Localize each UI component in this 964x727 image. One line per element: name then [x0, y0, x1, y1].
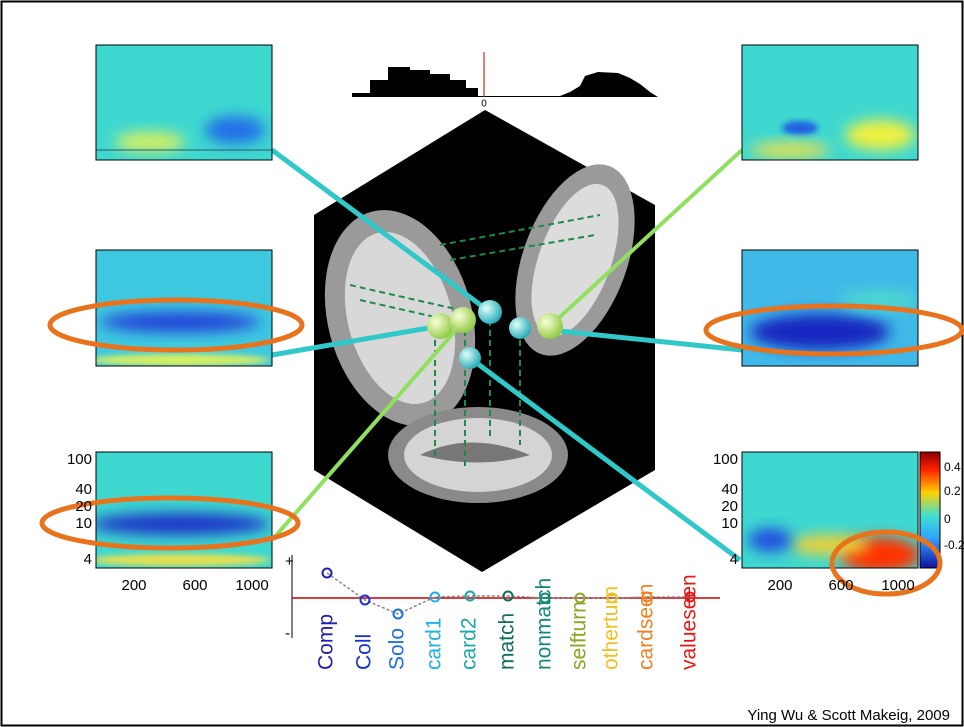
y-tick-label: 10: [75, 515, 92, 532]
x-tick-label: 200: [767, 577, 792, 594]
y-tick-label: 100: [67, 451, 92, 468]
y-tick-label: 4: [730, 551, 738, 568]
colorbar-tick-label: -0.2: [944, 538, 964, 552]
condition-label: valueseen: [678, 574, 701, 670]
condition-label: Solo: [386, 628, 409, 670]
x-tick-label: 200: [121, 577, 146, 594]
y-tick-label: 20: [721, 498, 738, 515]
x-tick-label: 600: [182, 577, 207, 594]
colorbar-tick-label: 0.2: [944, 484, 961, 498]
condition-label: card2: [458, 617, 481, 670]
y-tick-label: 100: [713, 451, 738, 468]
condition-label: Coll: [353, 634, 376, 670]
condition-label: match: [496, 613, 519, 670]
figure: 0: [0, 0, 964, 727]
x-tick-label: 1000: [881, 577, 914, 594]
condition-label: card1: [423, 617, 446, 670]
y-tick-label: 40: [721, 481, 738, 498]
condition-label: selfturn: [568, 601, 591, 670]
y-tick-label: 4: [84, 551, 92, 568]
axis-plus: +: [285, 553, 294, 570]
credit: Ying Wu & Scott Makeig, 2009: [747, 707, 950, 724]
x-tick-label: 600: [828, 577, 853, 594]
histogram-zero: 0: [481, 99, 487, 110]
y-tick-label: 40: [75, 481, 92, 498]
axis-minus: -: [285, 625, 290, 642]
y-tick-label: 20: [75, 498, 92, 515]
condition-label: otherturn: [600, 586, 623, 670]
y-tick-label: 10: [721, 515, 738, 532]
x-tick-label: 1000: [235, 577, 268, 594]
spectrogram: [90, 452, 272, 568]
condition-label: Comp: [315, 614, 338, 670]
spectrogram: [742, 452, 920, 573]
spectrogram: [96, 45, 272, 160]
condition-label: nonmatch: [533, 578, 556, 670]
colorbar-tick-label: 0.4: [944, 460, 961, 474]
spectrogram: [742, 45, 918, 160]
condition-label: cardseen: [635, 584, 658, 670]
colorbar-tick-label: 0: [944, 512, 951, 526]
